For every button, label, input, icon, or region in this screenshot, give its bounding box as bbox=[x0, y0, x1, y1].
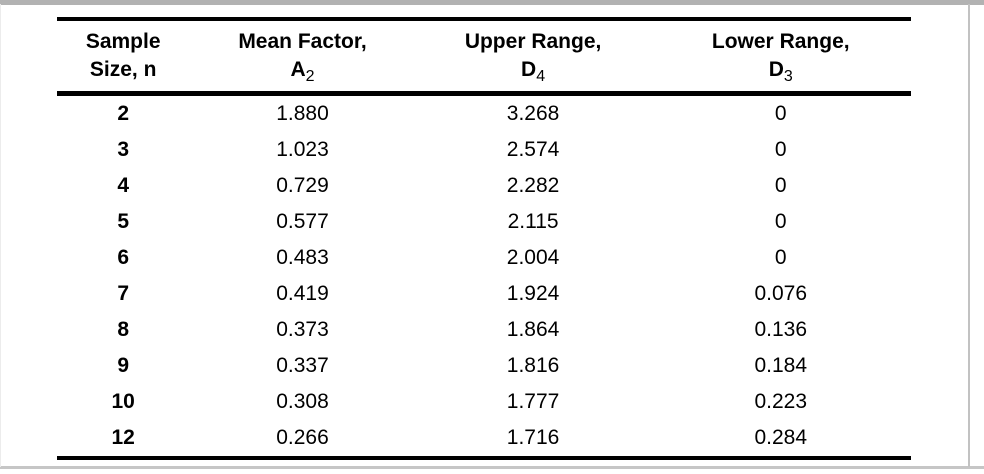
table-row: 7 0.419 1.924 0.076 bbox=[57, 276, 911, 312]
table-row: 2 1.880 3.268 0 bbox=[57, 94, 911, 133]
table-row: 5 0.577 2.115 0 bbox=[57, 204, 911, 240]
cell-d4: 1.816 bbox=[506, 354, 560, 377]
cell-d4: 1.924 bbox=[506, 282, 560, 305]
symbol-subscript: 3 bbox=[783, 68, 793, 86]
cell-d4: 2.004 bbox=[506, 246, 560, 269]
cell-a2: 1.023 bbox=[276, 138, 329, 161]
header-row: Sample Size, n Mean Factor, A2 Upper Range, D… bbox=[57, 19, 911, 94]
cell-n: 8 bbox=[117, 318, 130, 341]
cell-a2: 0.419 bbox=[276, 282, 329, 305]
cell-n: 12 bbox=[111, 426, 135, 449]
cell-d3: 0.184 bbox=[754, 354, 808, 377]
column-header-n: Sample Size, n bbox=[57, 19, 189, 94]
table-row: 4 0.729 2.282 0 bbox=[57, 168, 911, 204]
control-chart-factors-table: Sample Size, n Mean Factor, A2 Upper Range, D… bbox=[57, 17, 911, 460]
cell-n: 4 bbox=[117, 174, 130, 197]
table-body: 2 1.880 3.268 0 3 1.023 2.574 0 4 0.729 2.282 0 5 0.5… bbox=[57, 94, 911, 459]
column-title: Upper Range, bbox=[464, 30, 602, 53]
cell-d3: 0 bbox=[774, 102, 787, 125]
cell-d4: 1.716 bbox=[506, 426, 560, 449]
cell-d3: 0.076 bbox=[754, 282, 808, 305]
table-row: 9 0.337 1.816 0.184 bbox=[57, 348, 911, 384]
frame-border-top bbox=[0, 0, 984, 5]
column-header-a2: Mean Factor, A2 bbox=[189, 19, 415, 94]
cell-a2: 1.880 bbox=[276, 102, 329, 125]
cell-a2: 0.373 bbox=[276, 318, 329, 341]
cell-d3: 0.223 bbox=[754, 390, 808, 413]
cell-a2: 0.483 bbox=[276, 246, 329, 269]
table-row: 6 0.483 2.004 0 bbox=[57, 240, 911, 276]
cell-a2: 0.308 bbox=[276, 390, 329, 413]
frame-border-left bbox=[0, 4, 1, 467]
column-title: Lower Range, bbox=[711, 30, 850, 53]
table-row: 10 0.308 1.777 0.223 bbox=[57, 384, 911, 420]
table-row: 12 0.266 1.716 0.284 bbox=[57, 420, 911, 458]
cell-n: 2 bbox=[117, 102, 130, 125]
symbol-subscript: 4 bbox=[536, 68, 546, 86]
cell-d3: 0.136 bbox=[754, 318, 808, 341]
cell-d3: 0 bbox=[774, 138, 787, 161]
cell-d4: 2.282 bbox=[506, 174, 560, 197]
cell-n: 3 bbox=[117, 138, 130, 161]
table-row: 3 1.023 2.574 0 bbox=[57, 132, 911, 168]
cell-d3: 0 bbox=[774, 174, 787, 197]
cell-n: 9 bbox=[117, 354, 130, 377]
column-header-d3: Lower Range, D3 bbox=[651, 19, 912, 94]
column-title: Mean Factor, bbox=[238, 30, 367, 53]
frame-border-right bbox=[968, 4, 970, 467]
cell-n: 5 bbox=[117, 210, 130, 233]
cell-d4: 1.777 bbox=[506, 390, 560, 413]
column-symbol: Size, n bbox=[89, 58, 157, 81]
cell-d4: 3.268 bbox=[506, 102, 560, 125]
cell-a2: 0.266 bbox=[276, 426, 329, 449]
cell-n: 6 bbox=[117, 246, 130, 269]
column-symbol: A2 bbox=[290, 58, 315, 86]
column-symbol: D3 bbox=[768, 58, 793, 86]
frame-border-bottom bbox=[0, 466, 984, 469]
cell-d4: 2.574 bbox=[506, 138, 560, 161]
table-header: Sample Size, n Mean Factor, A2 Upper Range, D… bbox=[57, 19, 911, 94]
symbol-subscript: 2 bbox=[305, 68, 315, 86]
cell-a2: 0.577 bbox=[276, 210, 329, 233]
column-symbol: D4 bbox=[521, 58, 546, 86]
cell-d3: 0 bbox=[774, 246, 787, 269]
cell-n: 7 bbox=[117, 282, 130, 305]
table-row: 8 0.373 1.864 0.136 bbox=[57, 312, 911, 348]
column-header-d4: Upper Range, D4 bbox=[416, 19, 651, 94]
cell-n: 10 bbox=[111, 390, 135, 413]
column-title: Sample bbox=[85, 30, 161, 53]
cell-a2: 0.337 bbox=[276, 354, 329, 377]
cell-d4: 2.115 bbox=[507, 210, 559, 233]
cell-d3: 0.284 bbox=[754, 426, 808, 449]
cell-d3: 0 bbox=[774, 210, 787, 233]
cell-a2: 0.729 bbox=[276, 174, 329, 197]
cell-d4: 1.864 bbox=[506, 318, 560, 341]
